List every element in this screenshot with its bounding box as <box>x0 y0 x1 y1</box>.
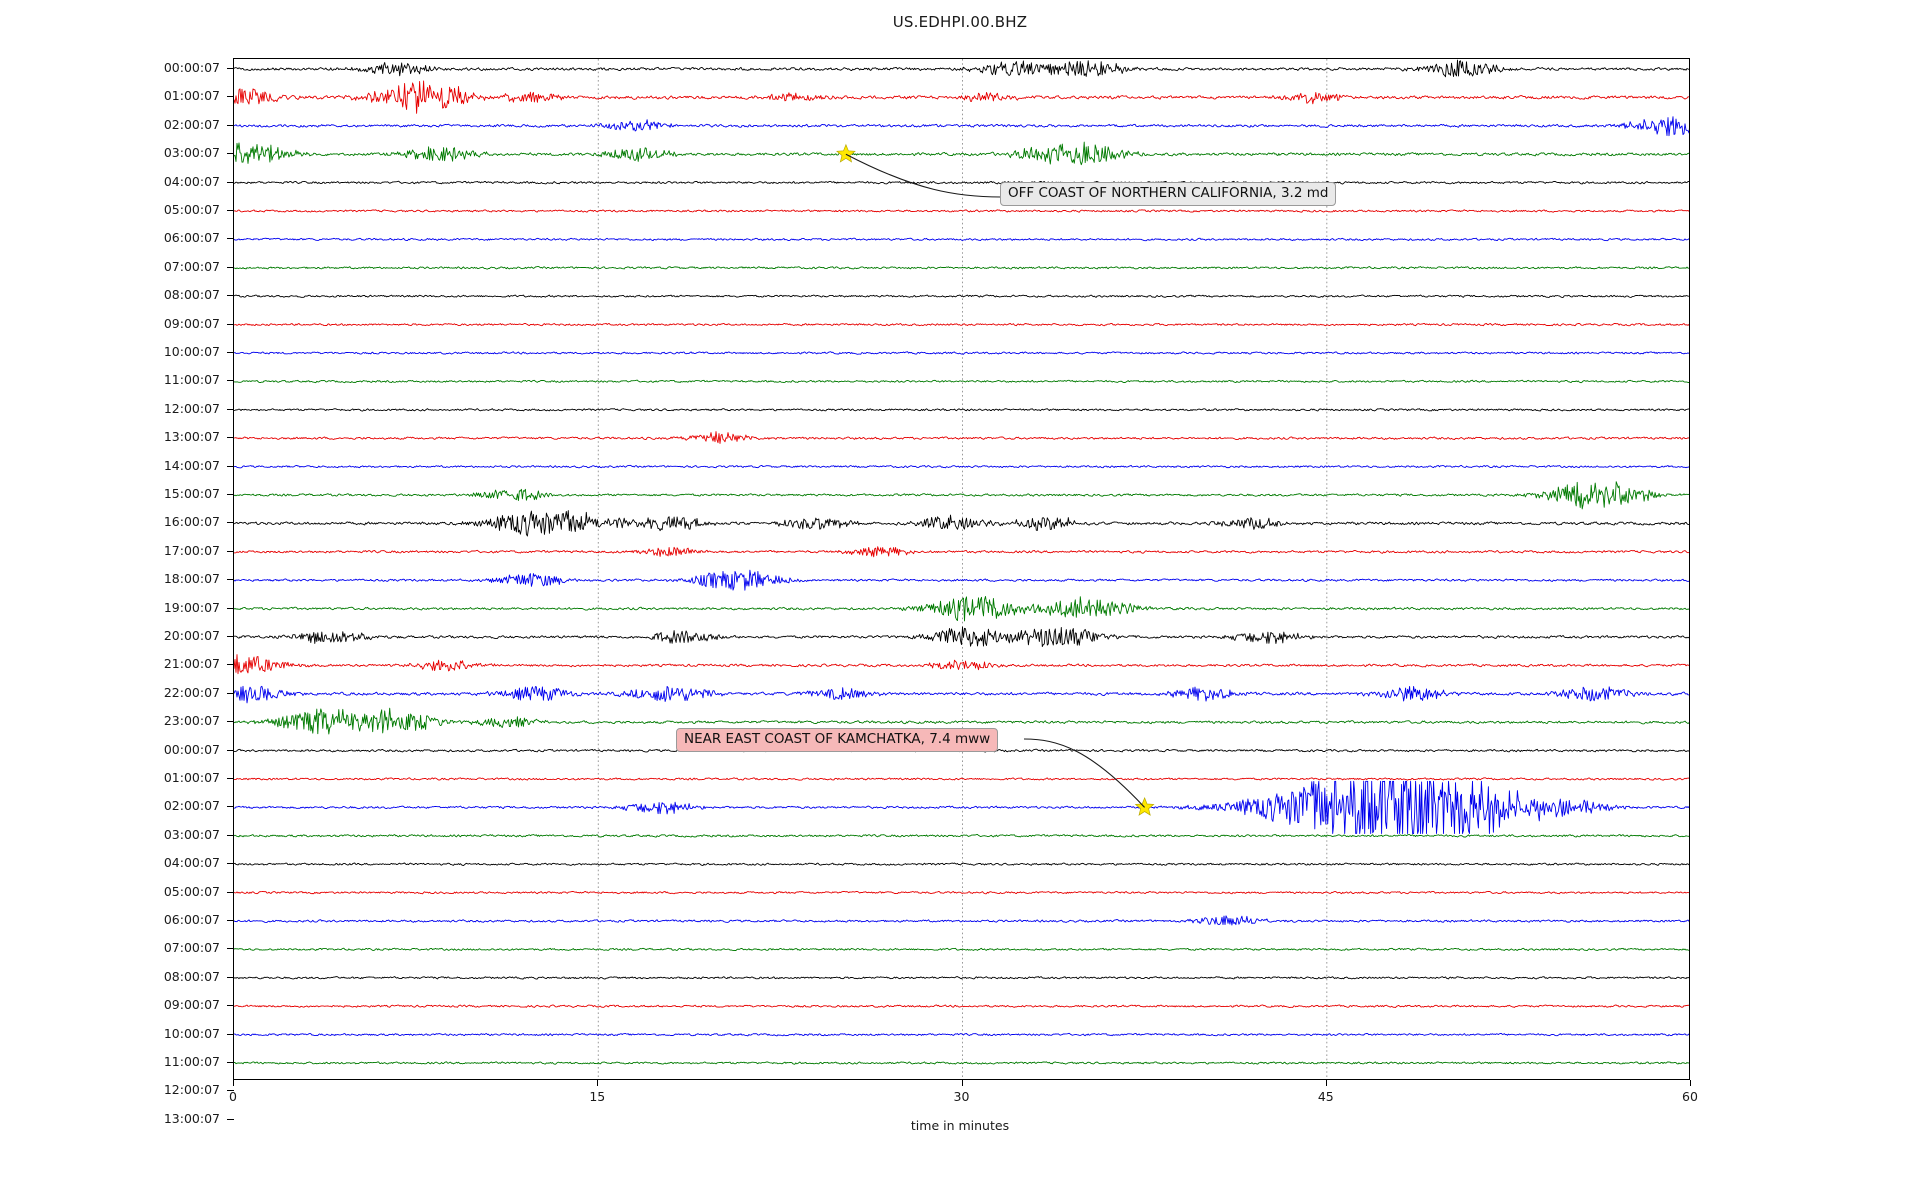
x-tick-label: 60 <box>1682 1089 1698 1104</box>
y-tick-mark <box>227 408 234 410</box>
y-tick-mark <box>227 721 234 723</box>
y-tick-label: 02:00:07 <box>163 116 220 132</box>
y-tick-mark <box>227 181 234 183</box>
y-tick-label: 11:00:07 <box>163 1054 220 1069</box>
y-tick-label: 11:00:07 <box>163 372 220 388</box>
y-tick-label: 00:00:07 <box>163 741 220 757</box>
y-tick-label: 04:00:07 <box>163 855 220 871</box>
y-tick-mark <box>227 124 234 126</box>
x-tick-mark <box>1690 1080 1691 1086</box>
y-tick-mark <box>227 1090 234 1092</box>
y-tick-label: 06:00:07 <box>163 230 220 246</box>
y-tick-label: 05:00:07 <box>163 883 220 899</box>
y-tick-mark <box>227 636 234 637</box>
y-tick-mark <box>227 891 234 893</box>
y-tick-mark <box>227 1033 234 1035</box>
page-title: US.EDHPI.00.BHZ <box>892 13 1028 31</box>
plot-area <box>233 58 1690 1080</box>
y-tick-label: 09:00:07 <box>163 315 220 331</box>
y-tick-mark <box>227 437 234 439</box>
y-tick-label: 01:00:07 <box>163 770 220 785</box>
y-tick-label: 13:00:07 <box>163 1110 220 1126</box>
y-tick-mark <box>227 96 234 98</box>
y-tick-mark <box>227 494 234 495</box>
y-tick-mark <box>227 550 234 552</box>
y-tick-label: 07:00:07 <box>163 940 220 956</box>
y-tick-label: 00:00:07 <box>163 60 220 75</box>
x-tick-label: 0 <box>229 1089 237 1104</box>
y-tick-label: 20:00:07 <box>163 628 220 643</box>
y-tick-mark <box>227 68 234 69</box>
x-tick-label: 45 <box>1317 1089 1334 1104</box>
y-tick-label: 18:00:07 <box>163 571 220 587</box>
y-tick-mark <box>227 295 234 297</box>
y-tick-mark <box>227 749 234 751</box>
y-tick-label: 12:00:07 <box>163 1082 220 1098</box>
y-tick-label: 23:00:07 <box>163 713 220 729</box>
y-tick-mark <box>227 1005 234 1007</box>
event-annotation[interactable]: NEAR EAST COAST OF KAMCHATKA, 7.4 mww <box>676 728 999 752</box>
y-tick-label: 05:00:07 <box>163 202 220 217</box>
y-tick-mark <box>227 579 234 581</box>
y-tick-mark <box>227 692 234 694</box>
event-markers <box>836 143 1155 816</box>
y-tick-mark <box>227 153 234 155</box>
y-tick-label: 13:00:07 <box>163 429 220 445</box>
y-tick-label: 10:00:07 <box>163 344 220 359</box>
y-tick-label: 03:00:07 <box>163 145 220 161</box>
y-tick-mark <box>227 266 234 268</box>
y-tick-mark <box>227 920 234 921</box>
y-tick-label: 07:00:07 <box>163 258 220 274</box>
y-tick-label: 19:00:07 <box>163 599 220 615</box>
y-tick-label: 02:00:07 <box>163 798 220 814</box>
y-tick-mark <box>227 948 234 950</box>
y-tick-mark <box>227 806 234 808</box>
y-tick-label: 08:00:07 <box>163 968 220 984</box>
y-tick-label: 04:00:07 <box>163 173 220 189</box>
trace-canvas <box>234 59 1689 1079</box>
y-tick-mark <box>227 607 234 609</box>
y-tick-mark <box>227 778 234 779</box>
x-tick-mark <box>1325 1080 1327 1086</box>
y-tick-mark <box>227 863 234 865</box>
x-tick-label: 30 <box>953 1089 970 1104</box>
y-tick-mark <box>227 380 234 382</box>
y-tick-mark <box>227 1118 234 1120</box>
y-tick-mark <box>227 834 234 836</box>
y-tick-label: 14:00:07 <box>163 457 220 473</box>
y-tick-mark <box>227 465 234 467</box>
y-tick-label: 03:00:07 <box>163 826 220 842</box>
y-tick-label: 01:00:07 <box>163 88 220 104</box>
x-tick-mark <box>597 1080 599 1086</box>
x-axis-label: time in minutes <box>910 1118 1010 1133</box>
x-tick-mark <box>961 1080 963 1086</box>
y-tick-label: 09:00:07 <box>163 997 220 1013</box>
y-tick-label: 12:00:07 <box>163 400 220 416</box>
y-tick-label: 08:00:07 <box>163 287 220 303</box>
y-tick-mark <box>227 210 234 211</box>
x-tick-label: 15 <box>589 1089 606 1104</box>
y-tick-label: 10:00:07 <box>163 1025 220 1041</box>
y-tick-label: 17:00:07 <box>163 542 220 558</box>
y-tick-mark <box>227 976 234 978</box>
y-tick-label: 21:00:07 <box>163 656 220 672</box>
y-tick-mark <box>227 664 234 666</box>
y-tick-label: 16:00:07 <box>163 514 220 530</box>
y-tick-label: 06:00:07 <box>163 912 220 927</box>
event-annotation[interactable]: OFF COAST OF NORTHERN CALIFORNIA, 3.2 md <box>1000 182 1337 206</box>
x-tick-mark <box>233 1080 234 1086</box>
y-tick-mark <box>227 323 234 325</box>
y-tick-mark <box>227 1062 234 1063</box>
y-tick-label: 15:00:07 <box>163 486 220 501</box>
y-tick-label: 22:00:07 <box>163 684 220 700</box>
y-tick-mark <box>227 522 234 524</box>
y-tick-mark <box>227 352 234 353</box>
y-tick-mark <box>227 238 234 240</box>
